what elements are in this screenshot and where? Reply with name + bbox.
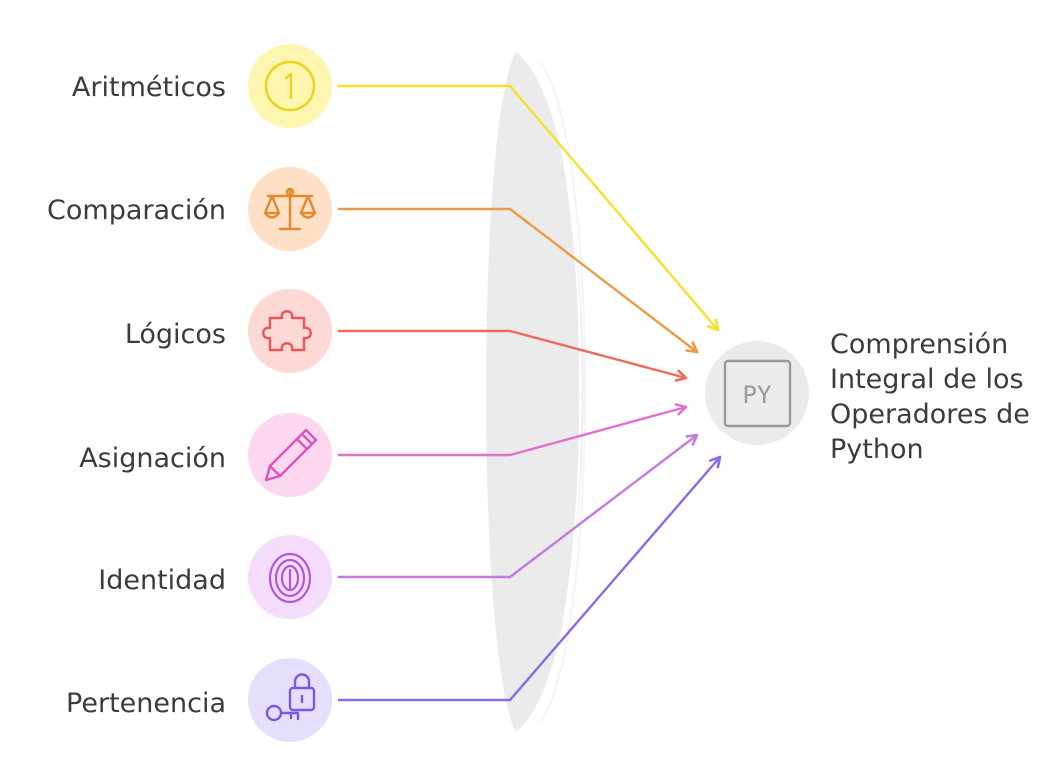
arrow-asignacion xyxy=(338,403,688,457)
target-label-line-3: Operadores de xyxy=(830,399,1030,430)
puzzle-piece-icon xyxy=(262,310,312,352)
pencil-icon xyxy=(264,428,318,482)
key-lock-icon xyxy=(265,673,316,722)
balance-scale-icon xyxy=(263,187,317,231)
target-circle xyxy=(705,341,809,445)
node-label: Pertenencia xyxy=(66,688,226,719)
arrow-pertenencia xyxy=(338,455,722,702)
input-node-asignacion: Asignación xyxy=(79,413,332,497)
target-node: PY Comprensión Integral de los Operadore… xyxy=(705,329,1030,465)
node-circle xyxy=(248,413,332,497)
target-label-line-2: Integral de los xyxy=(830,364,1024,395)
fingerprint-icon xyxy=(268,552,312,604)
target-label-line-1: Comprensión xyxy=(830,329,1008,360)
node-circle xyxy=(248,289,332,373)
arrow-identidad xyxy=(338,433,699,579)
input-node-pertenencia: Pertenencia xyxy=(66,658,332,742)
python-file-label: PY xyxy=(743,381,772,409)
arrow-comparacion xyxy=(338,207,699,354)
arrow-logicos xyxy=(338,329,688,382)
target-label-line-4: Python xyxy=(830,434,924,465)
node-label: Asignación xyxy=(79,443,226,474)
python-file-icon: PY xyxy=(723,359,792,428)
input-node-identidad: Identidad xyxy=(98,535,332,619)
input-node-comparacion: Comparación xyxy=(47,167,332,251)
input-node-aritmeticos: Aritméticos xyxy=(72,44,332,128)
lens-shape xyxy=(486,52,586,732)
node-label: Lógicos xyxy=(125,319,226,350)
arrows xyxy=(338,84,722,702)
number-one-icon xyxy=(264,60,316,112)
input-node-logicos: Lógicos xyxy=(125,289,332,373)
node-label: Identidad xyxy=(98,565,226,596)
arrow-aritmeticos xyxy=(338,84,720,332)
node-label: Aritméticos xyxy=(72,72,226,103)
node-label: Comparación xyxy=(47,195,226,226)
